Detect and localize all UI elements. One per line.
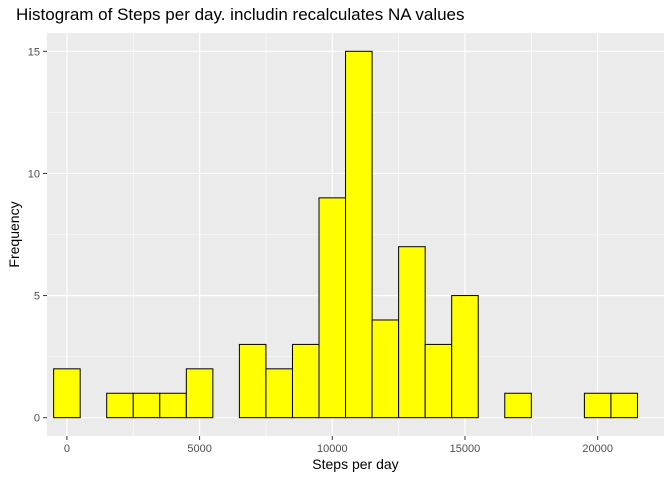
histogram-bar [106, 392, 134, 419]
histogram-bar [132, 392, 161, 419]
histogram-bar [504, 392, 532, 419]
histogram-bar [185, 368, 214, 419]
histogram-bar [238, 343, 267, 419]
x-tick-label: 10000 [317, 443, 348, 455]
x-tick-label: 15000 [450, 443, 481, 455]
histogram-bar [265, 368, 293, 419]
x-tick-label: 20000 [582, 443, 613, 455]
histogram-bar [291, 343, 320, 419]
y-axis-title: Frequency [6, 201, 22, 267]
histogram-bar [345, 50, 373, 419]
histogram-bar [159, 392, 187, 419]
y-tick-label: 15 [28, 46, 40, 58]
x-tick-label: 5000 [187, 443, 211, 455]
y-tick-label: 0 [34, 413, 40, 425]
histogram-bar [583, 392, 612, 419]
y-tick-label: 5 [34, 291, 40, 303]
x-tick-label: 0 [64, 443, 70, 455]
x-axis-title: Steps per day [312, 456, 398, 472]
histogram-bar [424, 343, 453, 419]
histogram-bar [371, 319, 400, 419]
y-tick-label: 10 [28, 168, 40, 180]
histogram-bar [610, 392, 638, 419]
chart-title: Histogram of Steps per day. includin rec… [16, 5, 465, 24]
histogram-bar [398, 246, 426, 419]
histogram-bar [318, 197, 347, 419]
histogram-bar [451, 295, 479, 419]
histogram-bar [53, 368, 81, 419]
